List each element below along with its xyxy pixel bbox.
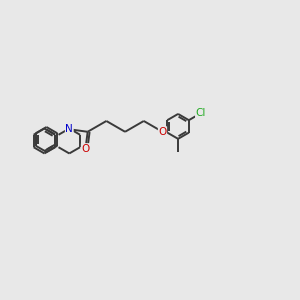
Text: N: N	[65, 124, 73, 134]
Text: O: O	[81, 144, 90, 154]
Text: O: O	[158, 127, 166, 137]
Text: Cl: Cl	[196, 108, 206, 118]
